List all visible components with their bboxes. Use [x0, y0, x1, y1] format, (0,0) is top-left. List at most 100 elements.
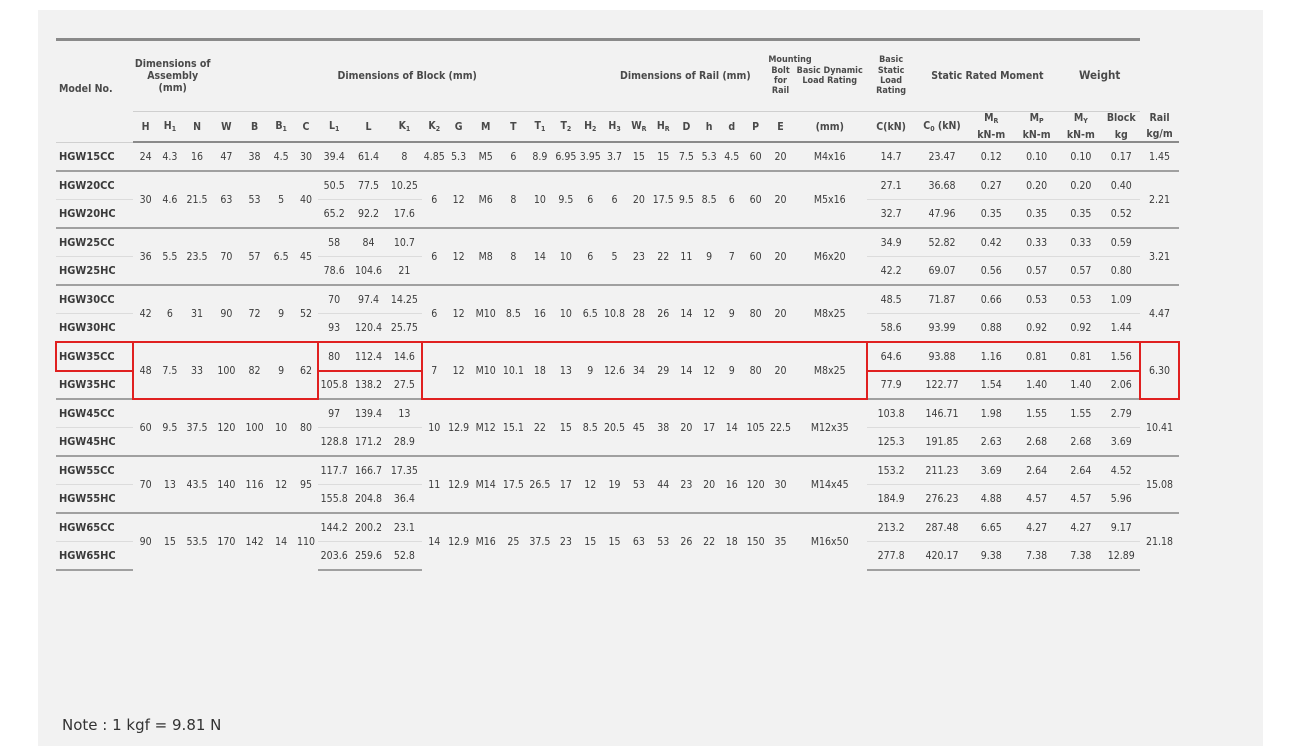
dimension-cell: 20 [675, 398, 698, 457]
dimension-cell: 63 [626, 512, 652, 571]
table-row: HGW55HC 155.8 204.8 36.4 184.9 276.23 4.88 4.57… [56, 485, 1179, 514]
k1-cell: 28.9 [393, 435, 415, 448]
dimension-cell: 6 [500, 141, 527, 172]
static-unit: C0 (kN) [915, 111, 969, 144]
dimension-cell: 19 [602, 455, 627, 514]
my-cell: 0.57 [1070, 264, 1092, 277]
dimension-cell: 20 [768, 170, 793, 229]
dimension-cell: 9 [268, 341, 294, 400]
dimension-cell: 30 [768, 455, 793, 514]
dimension-cell: 7 [720, 227, 743, 286]
dimension-cell: 37.5 [182, 398, 212, 457]
table-row: HGW65CC 90 15 53.5 170 142 14 110 144.2 200.2 23.1… [56, 512, 1179, 571]
mr-cell: 0.35 [980, 207, 1002, 220]
dimension-cell: M8 [470, 227, 501, 286]
dimension-cell: 12 [446, 284, 471, 343]
col-header-d: D [675, 111, 698, 144]
table-row: HGW35CC 48 7.5 33 100 82 9 62 80 112.4 14.6 7 12 M10 1… [56, 341, 1179, 400]
mr-cell: 2.63 [980, 435, 1002, 448]
model-no-header: Model No. [56, 38, 134, 143]
dimension-cell: 80 [742, 341, 769, 400]
dimension-cell: 150 [742, 512, 769, 571]
dimension-cell: 30 [133, 170, 158, 229]
c0-cell: 191.85 [925, 435, 959, 448]
k1-cell: 17.6 [393, 207, 415, 220]
mp-cell: 7.38 [1013, 541, 1060, 572]
dimension-cell: 17 [697, 398, 721, 457]
dimension-cell: 5.3 [697, 141, 721, 172]
l-cell: 200.2 [350, 512, 387, 543]
my-cell: 2.64 [1059, 455, 1103, 486]
table-row: HGW45CC 60 9.5 37.5 120 100 10 80 97 139.4 13 10 12.… [56, 398, 1179, 457]
mp-cell: 4.57 [1026, 492, 1048, 505]
mr-cell: 3.69 [968, 455, 1014, 486]
dimension-cell: 170 [211, 512, 241, 571]
dimension-cell: 8 [500, 227, 527, 286]
my-cell: 1.55 [1059, 398, 1103, 429]
block-cell: 0.80 [1110, 264, 1132, 277]
dimension-cell: 20 [768, 341, 793, 400]
mp-cell: 2.64 [1013, 455, 1060, 486]
col-header-t: T [500, 111, 527, 144]
c-cell: 153.2 [866, 455, 916, 486]
table-row: HGW20HC 65.2 92.2 17.6 32.7 47.96 0.35 0.35 0.35… [56, 200, 1179, 229]
col-header-h3: H3 [602, 111, 627, 144]
spec-table-container: Model No. Dimensions of Assembly (mm) Di… [56, 38, 1179, 572]
c0-cell: 146.71 [915, 398, 969, 429]
dimension-cell: 62 [293, 341, 319, 400]
dimension-cell: 18 [720, 512, 743, 571]
dimension-cell: 60 [742, 141, 769, 172]
mp-cell: 0.92 [1026, 321, 1048, 334]
c-cell: 125.3 [877, 435, 905, 448]
dimension-cell: 10 [553, 284, 579, 343]
mr-cell: 0.27 [968, 170, 1014, 201]
l1-cell: 203.6 [318, 541, 351, 572]
moment-header-my: MY kN-m [1059, 111, 1103, 144]
dimension-cell: 42 [133, 284, 158, 343]
moment-unit: kN-m [977, 129, 1006, 142]
dimension-cell: 23 [675, 455, 698, 514]
dimension-cell: 12.9 [446, 398, 471, 457]
l-cell: 139.4 [350, 398, 387, 429]
weight-block-unit: kg [1114, 128, 1128, 141]
dimension-cell: 15.1 [500, 398, 527, 457]
col-header-t1: T1 [526, 111, 554, 144]
table-row: HGW30HC 93 120.4 25.75 58.6 93.99 0.88 0.92 0.92… [56, 314, 1179, 343]
dimension-cell: 12 [446, 170, 471, 229]
dimension-cell: 13 [553, 341, 579, 400]
table-row: HGW25CC 36 5.5 23.5 70 57 6.5 45 58 84 10.7 6 12 M8 8 1… [56, 227, 1179, 286]
dimension-cell: 30 [293, 141, 319, 172]
c0-cell: 287.48 [915, 512, 969, 543]
dimension-cell: 26.5 [526, 455, 554, 514]
dimension-cell: 60 [742, 170, 769, 229]
block-cell: 9.17 [1102, 512, 1141, 543]
my-cell: 2.68 [1070, 435, 1092, 448]
col-header-b: B [240, 111, 269, 144]
dimension-cell: 4.3 [157, 141, 183, 172]
l-cell: 171.2 [354, 435, 382, 448]
dimension-cell: 12 [697, 341, 721, 400]
specification-table: Model No. Dimensions of Assembly (mm) Di… [56, 38, 1179, 572]
mr-cell: 0.88 [980, 321, 1002, 334]
mp-cell: 0.10 [1013, 141, 1060, 172]
col-header-t2: T2 [553, 111, 579, 144]
dimension-cell: 31 [182, 284, 212, 343]
c-cell: 64.6 [866, 341, 916, 372]
dimension-cell: 5 [268, 170, 294, 229]
l-cell: 97.4 [350, 284, 387, 315]
dynamic-load-header: Basic Dynamic Load Rating [792, 38, 867, 112]
dimension-cell: 20 [697, 455, 721, 514]
dimension-cell: M12 [470, 398, 501, 457]
c0-cell: 276.23 [925, 492, 959, 505]
moment-symbol: MP [1029, 112, 1044, 125]
dimension-cell: M14 [470, 455, 501, 514]
dimension-cell: 18 [526, 341, 554, 400]
moment-header-mp: MP kN-m [1013, 111, 1060, 144]
dimension-cell: 29 [651, 341, 676, 400]
l1-cell: 50.5 [318, 170, 351, 201]
rail-weight-cell: 1.45 [1140, 141, 1179, 172]
dimension-cell: 20 [626, 170, 652, 229]
my-cell: 0.92 [1070, 321, 1092, 334]
col-header-h1: H1 [157, 111, 183, 144]
